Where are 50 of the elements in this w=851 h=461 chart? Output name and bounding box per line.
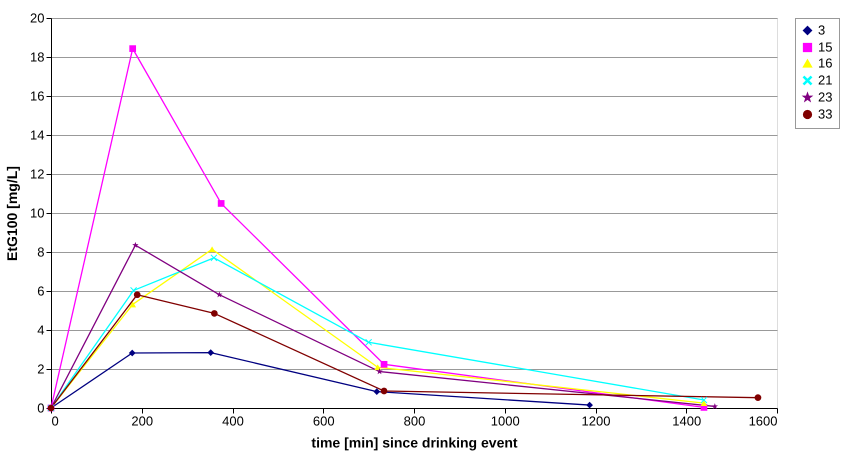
point <box>586 402 593 408</box>
y-tick-label: 12 <box>30 166 44 182</box>
point <box>700 396 708 404</box>
legend-label: 3 <box>818 22 826 38</box>
y-tick-label: 20 <box>30 10 44 26</box>
point <box>128 350 136 356</box>
x-tick-label: 800 <box>404 414 426 428</box>
point <box>373 388 380 395</box>
x-axis-title: time [min] since drinking event <box>311 434 518 450</box>
x-tick-label: 0 <box>52 414 59 428</box>
point <box>210 310 218 317</box>
x-tick-label: 200 <box>131 414 154 428</box>
point <box>210 254 218 262</box>
x-tick-label: 1000 <box>490 414 520 428</box>
point <box>712 403 718 410</box>
legend-label: 16 <box>818 56 832 70</box>
y-tick-label: 14 <box>30 128 44 142</box>
point <box>374 364 382 370</box>
legend-label: 33 <box>818 106 832 122</box>
y-tick-label: 16 <box>30 88 44 104</box>
y-tick-label: 18 <box>30 50 44 64</box>
point <box>129 45 136 52</box>
y-tick-label: 4 <box>37 322 44 338</box>
legend-label: 21 <box>818 72 832 88</box>
point <box>218 200 225 207</box>
legend-label: 23 <box>818 90 832 104</box>
point <box>380 360 388 368</box>
y-tick-label: 10 <box>30 206 44 220</box>
point <box>207 349 214 356</box>
x-tick-label: 600 <box>312 414 335 428</box>
point <box>380 388 388 394</box>
y-tick-label: 0 <box>37 400 44 416</box>
point <box>216 291 223 298</box>
point <box>132 242 139 248</box>
x-tick-label: 400 <box>222 414 244 428</box>
point <box>700 400 708 406</box>
point <box>129 302 136 308</box>
x-tick-label: 1400 <box>672 414 702 428</box>
legend-label: 15 <box>818 40 832 54</box>
x-tick-label: 1600 <box>748 414 778 428</box>
point <box>208 246 216 252</box>
point <box>365 338 372 346</box>
point <box>376 368 383 374</box>
y-axis-title: EtG100 [mg/L] <box>4 166 20 261</box>
y-tick-label: 6 <box>37 284 44 298</box>
y-tick-label: 8 <box>37 244 44 260</box>
point <box>754 394 762 402</box>
x-tick-label: 1200 <box>582 414 610 428</box>
point <box>134 291 141 298</box>
y-tick-label: 2 <box>37 362 44 376</box>
